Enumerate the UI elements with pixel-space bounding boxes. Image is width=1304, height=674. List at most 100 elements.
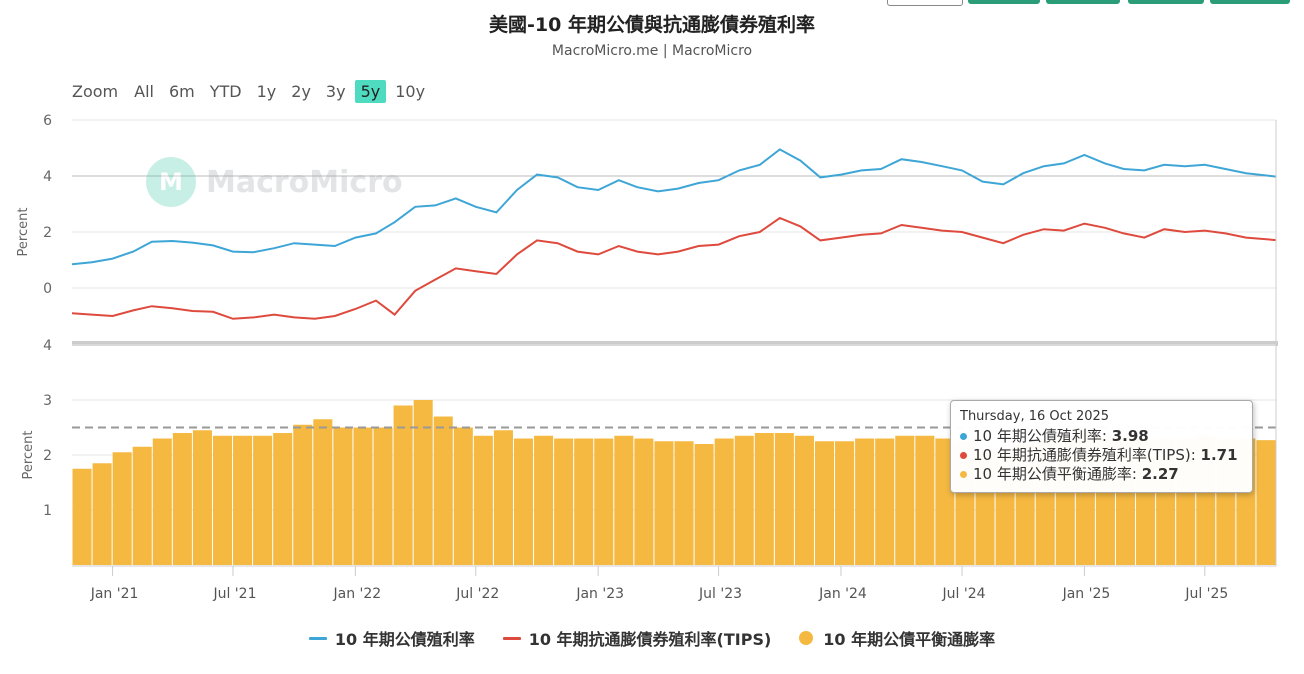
bar	[594, 438, 614, 565]
x-tick-label: Jul '24	[942, 586, 986, 602]
zoom-button-10y[interactable]: 10y	[395, 81, 426, 101]
chart-tooltip: Thursday, 16 Oct 2025 10 年期公債殖利率: 3.98 1…	[950, 400, 1253, 493]
bar	[273, 433, 293, 565]
zoom-selector: Zoom All 6m YTD 1y 2y 3y 5y 10y	[72, 77, 434, 105]
tooltip-label: 10 年期公債殖利率	[973, 427, 1102, 445]
legend-item-breakeven[interactable]: 10 年期公債平衡通膨率	[799, 626, 995, 650]
chart-subtitle: MacroMicro.me | MacroMicro	[551, 43, 753, 59]
bar	[534, 435, 554, 565]
y-tick-label: 3	[43, 393, 52, 409]
legend-line-icon	[308, 636, 327, 640]
bar	[935, 438, 955, 565]
chart-title: 美國-10 年期公債與抗通膨債券殖利率	[489, 14, 815, 36]
zoom-button-ytd[interactable]: YTD	[209, 81, 242, 101]
chart-legend: 10 年期公債殖利率 10 年期抗通膨債券殖利率(TIPS) 10 年期公債平衡…	[0, 626, 1304, 650]
x-tick-label: Jul '25	[1184, 586, 1228, 602]
bar	[152, 438, 172, 565]
x-tick-label: Jan '24	[818, 586, 867, 602]
bar	[413, 400, 433, 565]
tooltip-row-tips: 10 年期抗通膨債券殖利率(TIPS): 1.71	[960, 446, 1243, 465]
bar	[453, 427, 473, 565]
bar	[92, 463, 112, 565]
pane-divider	[72, 341, 1278, 346]
zoom-label: Zoom	[72, 81, 119, 101]
bar	[493, 430, 513, 565]
bar	[473, 435, 493, 565]
tooltip-row-yield: 10 年期公債殖利率: 3.98	[960, 427, 1243, 446]
bar	[714, 438, 734, 565]
bar	[634, 438, 654, 565]
tooltip-value: 2.27	[1141, 465, 1179, 483]
bar	[72, 468, 92, 565]
bar	[513, 438, 534, 565]
bar	[333, 427, 353, 565]
x-tick-label: Jul '21	[212, 586, 256, 602]
tooltip-date: Thursday, 16 Oct 2025	[960, 409, 1110, 424]
top-outline-button[interactable]	[887, 0, 963, 6]
bar	[754, 433, 774, 565]
bar	[694, 444, 714, 565]
series-line-yield	[71, 148, 1277, 266]
bar	[433, 416, 453, 565]
bar	[915, 435, 935, 565]
bar	[674, 441, 694, 565]
bar	[654, 441, 674, 565]
bar	[554, 438, 574, 565]
bar	[835, 441, 855, 565]
bar	[614, 435, 634, 565]
zoom-button-1y[interactable]: 1y	[256, 81, 277, 101]
tooltip-label: 10 年期抗通膨債券殖利率(TIPS)	[973, 446, 1191, 464]
zoom-button-5y[interactable]: 5y	[354, 79, 387, 103]
zoom-button-all[interactable]: All	[134, 81, 154, 101]
legend-item-tips[interactable]: 10 年期抗通膨債券殖利率(TIPS)	[502, 626, 772, 650]
series-line-tips	[71, 216, 1277, 320]
y-tick-label: 2	[43, 448, 52, 464]
top-green-button-4[interactable]	[1210, 0, 1290, 4]
tooltip-row-breakeven: 10 年期公債平衡通膨率: 2.27	[960, 465, 1243, 484]
bar	[253, 435, 273, 565]
bar	[172, 433, 192, 565]
x-tick-label: Jan '25	[1062, 586, 1111, 602]
x-tick-label: Jul '22	[455, 586, 499, 602]
x-tick-label: Jan '23	[575, 586, 624, 602]
bar	[132, 446, 152, 565]
y-tick-label: 4	[43, 338, 52, 354]
bar	[393, 405, 413, 565]
zoom-button-6m[interactable]: 6m	[168, 81, 195, 101]
tooltip-value: 1.71	[1200, 446, 1238, 464]
y-tick-label: 2	[43, 225, 52, 241]
bar	[774, 433, 794, 565]
watermark: M MacroMicro	[146, 157, 403, 207]
x-tick-label: Jan '22	[333, 586, 382, 602]
tooltip-dot-icon	[960, 471, 967, 478]
bar	[895, 435, 915, 565]
bar	[212, 435, 233, 565]
tooltip-label: 10 年期公債平衡通膨率	[973, 465, 1132, 483]
bar	[574, 438, 594, 565]
legend-item-yield[interactable]: 10 年期公債殖利率	[308, 626, 475, 650]
legend-label: 10 年期公債殖利率	[334, 630, 475, 649]
y-axis-label: Percent	[21, 431, 36, 480]
top-green-button-2[interactable]	[1046, 0, 1120, 4]
zoom-button-2y[interactable]: 2y	[291, 81, 311, 101]
y-tick-label: 6	[43, 113, 52, 129]
y-axis-label: Percent	[16, 208, 31, 257]
watermark-text: MacroMicro	[206, 164, 403, 200]
y-tick-label: 0	[43, 281, 52, 297]
top-green-button-3[interactable]	[1128, 0, 1204, 4]
top-green-button-1[interactable]	[968, 0, 1040, 4]
legend-label: 10 年期公債平衡通膨率	[823, 630, 996, 649]
bar	[875, 438, 895, 565]
bar	[855, 438, 875, 565]
tooltip-dot-icon	[960, 433, 967, 440]
bar	[794, 435, 814, 565]
x-tick-label: Jan '21	[90, 586, 139, 602]
zoom-button-3y[interactable]: 3y	[325, 81, 346, 101]
bar	[313, 419, 333, 565]
bar	[233, 435, 253, 565]
bar	[814, 441, 835, 565]
bar	[112, 452, 132, 565]
legend-line-icon	[502, 636, 521, 640]
legend-label: 10 年期抗通膨債券殖利率(TIPS)	[528, 630, 772, 649]
